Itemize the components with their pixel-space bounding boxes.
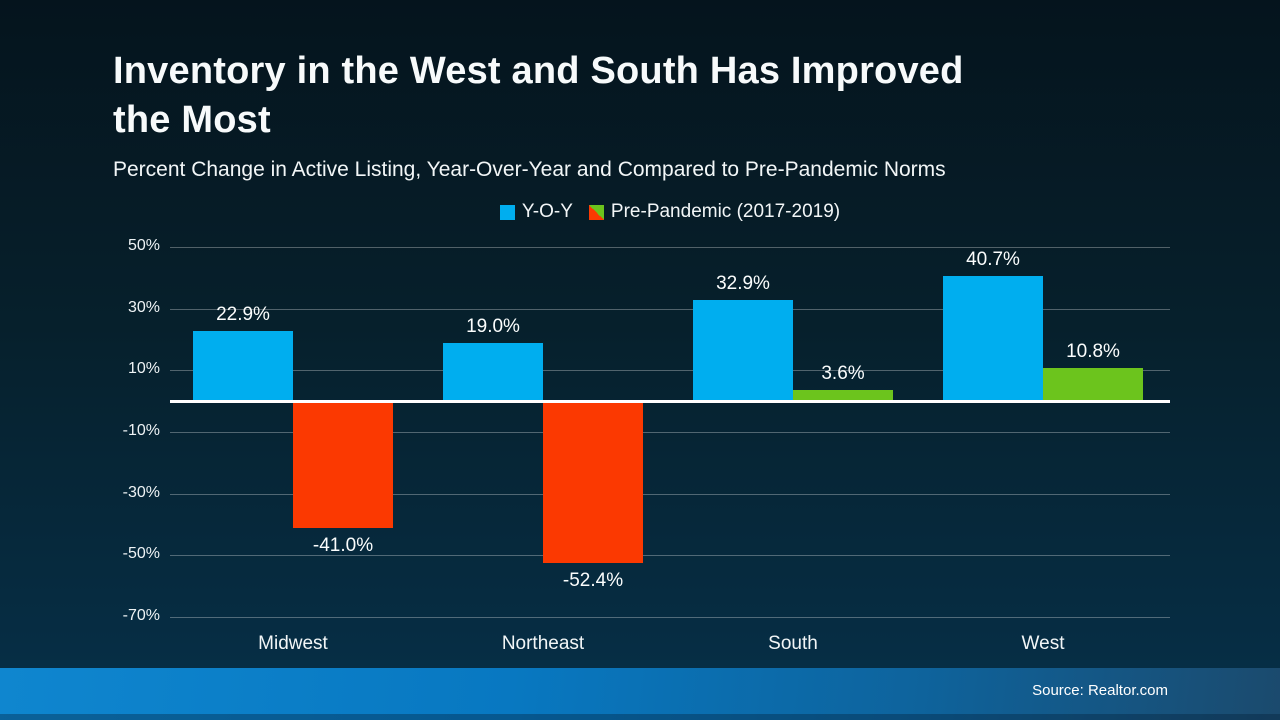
y-axis-tick-label: -50% xyxy=(122,545,160,563)
page-title: Inventory in the West and South Has Impr… xyxy=(113,47,1123,145)
chart-subtitle: Percent Change in Active Listing, Year-O… xyxy=(113,158,946,181)
x-axis-category-label: West xyxy=(1021,633,1065,654)
bar-value-label: 22.9% xyxy=(216,303,270,325)
y-axis-tick-label: 30% xyxy=(127,298,160,316)
y-axis-tick-label: -10% xyxy=(122,422,160,439)
gridline--50% xyxy=(170,555,1170,557)
bar-value-label: -52.4% xyxy=(562,569,624,591)
bar-value-label: 32.9% xyxy=(716,272,770,294)
footer-bar: Source: Realtor.com xyxy=(0,668,1280,720)
bar-value-label: 19.0% xyxy=(466,315,520,337)
bar-y-o-y-south xyxy=(693,299,793,402)
bar-chart-plot-area: 50% 30% 10% -10% -30% -50% -70% 22.9% -41.0% Midw… xyxy=(123,237,1170,660)
prepandemic-swatch-icon xyxy=(588,204,604,220)
page-title-line1: Inventory in the West and South Has Impr… xyxy=(113,50,964,92)
bar-value-label: 10.8% xyxy=(1066,340,1120,362)
y-axis-tick-label: -70% xyxy=(122,607,160,624)
y-axis-tick-label: -30% xyxy=(122,483,160,501)
x-axis-category-label: Northeast xyxy=(501,633,585,654)
source-credit: Source: Realtor.com xyxy=(1032,682,1168,699)
bar-pre-pandemic--south xyxy=(793,390,893,402)
gridline-50% xyxy=(170,247,1170,248)
y-axis-tick-label: 10% xyxy=(127,360,160,378)
legend-label-prepandemic: Pre-Pandemic (2017-2019) xyxy=(610,201,841,222)
y-axis-tick-label: 50% xyxy=(127,237,160,254)
bar-y-o-y-midwest xyxy=(193,330,293,402)
bar-y-o-y-west xyxy=(943,275,1043,402)
bar-value-label: 3.6% xyxy=(821,363,865,385)
gridline-30% xyxy=(170,308,1170,310)
bar-y-o-y-northeast xyxy=(443,342,543,402)
x-axis-category-label: South xyxy=(768,633,818,654)
bar-pre-pandemic--west xyxy=(1043,367,1143,402)
footer-bottom-strip xyxy=(0,714,1280,720)
gridline-10% xyxy=(170,370,1170,372)
gridline--10% xyxy=(170,432,1170,433)
page-title-line2: the Most xyxy=(113,99,271,141)
bar-pre-pandemic--northeast xyxy=(543,401,643,563)
gridline--30% xyxy=(170,493,1170,495)
bar-value-label: -41.0% xyxy=(312,534,374,556)
x-axis-category-label: Midwest xyxy=(258,633,328,654)
legend-item-yoy: Y-O-Y xyxy=(499,201,573,223)
legend-item-prepandemic: Pre-Pandemic (2017-2019) xyxy=(588,201,841,223)
legend-label-yoy: Y-O-Y xyxy=(521,201,573,222)
bar-value-label: 40.7% xyxy=(966,248,1020,270)
gridline--70% xyxy=(170,617,1170,618)
zero-axis-line xyxy=(170,399,1170,403)
bar-pre-pandemic--midwest xyxy=(293,401,393,528)
yoy-swatch-icon xyxy=(499,204,515,220)
chart-legend: Y-O-Y Pre-Pandemic (2017-2019) xyxy=(170,201,1170,223)
